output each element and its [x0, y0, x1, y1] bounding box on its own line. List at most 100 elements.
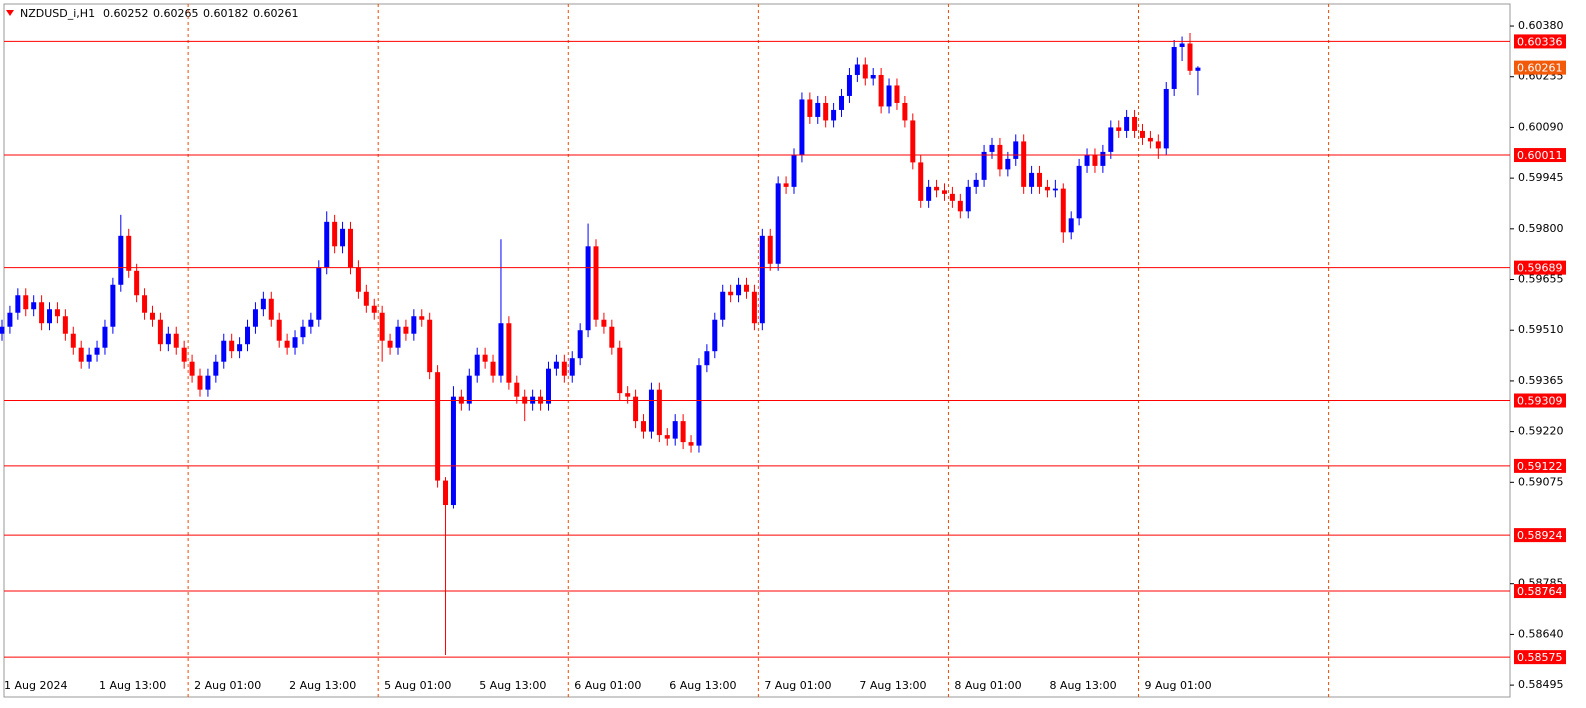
candle-body: [696, 365, 702, 446]
x-tick-label: 6 Aug 01:00: [574, 679, 641, 692]
candle-body: [997, 144, 1003, 170]
candle-body: [213, 361, 219, 376]
candle-body: [1195, 67, 1201, 71]
candle-body: [775, 183, 781, 264]
candle-body: [371, 305, 377, 313]
y-tick-label: 0.59510: [1518, 323, 1564, 336]
candle-body: [712, 319, 718, 352]
candle-body: [54, 309, 60, 317]
candle-body: [648, 389, 654, 432]
candle-body: [1179, 43, 1185, 48]
candle-body: [363, 291, 369, 306]
candle-body: [1124, 116, 1130, 131]
candle-body: [743, 284, 749, 292]
candle-body: [387, 340, 393, 348]
candle-body: [1139, 130, 1145, 138]
candle-body: [0, 326, 5, 334]
y-tick-label: 0.59800: [1518, 222, 1564, 235]
candle-body: [862, 64, 868, 79]
level-label-box: [1514, 148, 1566, 163]
x-tick-label: 7 Aug 01:00: [764, 679, 831, 692]
candle-body: [1060, 188, 1066, 233]
candle-body: [751, 291, 757, 324]
candle-body: [427, 319, 433, 373]
candle-body: [1108, 127, 1114, 152]
candle-body: [229, 340, 235, 352]
candle-body: [110, 284, 116, 327]
candle-body: [506, 323, 512, 383]
candle-body: [379, 312, 385, 341]
candle-body: [395, 326, 401, 348]
level-label-box: [1514, 458, 1566, 473]
candle-body: [1100, 151, 1106, 166]
candle-body: [490, 361, 496, 376]
x-tick-label: 1 Aug 13:00: [99, 679, 166, 692]
candle-body: [728, 291, 734, 296]
candle-body: [221, 340, 227, 362]
candle-body: [355, 267, 361, 292]
candle-body: [324, 221, 330, 268]
candle-body: [300, 326, 306, 338]
candle-body: [957, 200, 963, 212]
y-tick-label: 0.59220: [1518, 425, 1564, 438]
candle-body: [39, 302, 45, 324]
candle-body: [926, 186, 932, 201]
level-label-box: [1514, 34, 1566, 49]
level-label: 0.58764: [1517, 585, 1563, 598]
candle-body: [347, 228, 353, 268]
candle-body: [918, 162, 924, 201]
candle-body: [181, 347, 187, 362]
candle-body: [641, 421, 647, 432]
level-label: 0.59309: [1517, 394, 1563, 407]
header-open: 0.60252: [103, 7, 149, 20]
candle-body: [15, 295, 21, 313]
candle-body: [102, 326, 108, 348]
candle-body: [870, 74, 876, 79]
candle-body: [593, 246, 599, 320]
candle-body: [435, 372, 441, 481]
candle-body: [1132, 116, 1138, 131]
candle-body: [656, 389, 662, 436]
candle-body: [846, 74, 852, 96]
candle-body: [633, 396, 639, 422]
candle-body: [165, 333, 171, 345]
candle-body: [340, 228, 346, 247]
candle-body: [1076, 165, 1082, 219]
level-label-box: [1514, 528, 1566, 543]
candle-body: [308, 319, 314, 327]
x-tick-label: 8 Aug 13:00: [1049, 679, 1116, 692]
candle-body: [1147, 137, 1153, 142]
level-label-box: [1514, 650, 1566, 665]
candle-body: [70, 333, 76, 348]
candle-body: [118, 235, 124, 285]
candle-body: [617, 347, 623, 394]
candle-body: [799, 99, 805, 156]
candle-body: [807, 99, 813, 117]
candle-body: [561, 361, 567, 376]
candle-body: [157, 319, 163, 345]
x-tick-label: 2 Aug 01:00: [194, 679, 261, 692]
candle-body: [292, 337, 298, 348]
y-tick-label: 0.59365: [1518, 374, 1564, 387]
x-tick-label: 2 Aug 13:00: [289, 679, 356, 692]
level-label-box: [1514, 260, 1566, 275]
candle-body: [514, 382, 520, 397]
candle-body: [688, 442, 694, 446]
candle-body: [482, 354, 488, 362]
candle-body: [704, 351, 710, 366]
x-tick-label: 6 Aug 13:00: [669, 679, 736, 692]
y-tick-label: 0.59655: [1518, 273, 1564, 286]
candle-body: [949, 193, 955, 201]
level-label: 0.59689: [1517, 262, 1563, 275]
candle-body: [332, 221, 338, 247]
candle-body: [403, 326, 409, 334]
candle-body: [419, 316, 425, 320]
y-tick-label: 0.60380: [1518, 19, 1564, 32]
candle-body: [791, 155, 797, 187]
candle-body: [1163, 88, 1169, 149]
candle-body: [1092, 155, 1098, 166]
candle-body: [886, 85, 892, 107]
candle-body: [1005, 158, 1011, 170]
candle-body: [1029, 172, 1035, 187]
